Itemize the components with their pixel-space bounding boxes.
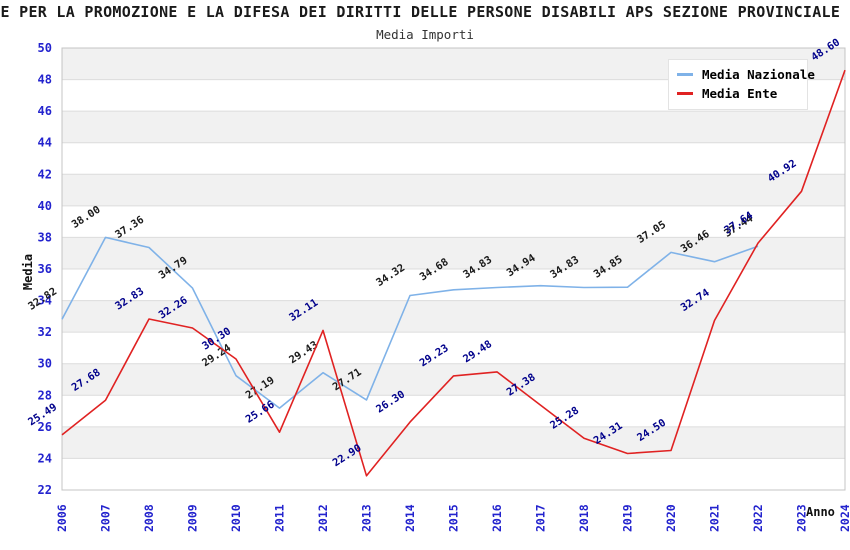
x-tick-label: 2022 [751, 504, 765, 532]
x-tick-label: 2023 [795, 504, 809, 532]
x-tick-label: 2007 [99, 504, 113, 532]
x-tick-label: 2018 [577, 504, 591, 532]
y-tick-label: 24 [38, 451, 52, 465]
x-tick-label: 2014 [403, 504, 417, 532]
y-tick-label: 22 [38, 483, 52, 497]
legend-label-media-ente: Media Ente [702, 86, 778, 101]
y-tick-label: 38 [38, 230, 52, 244]
x-tick-label: 2009 [186, 504, 200, 532]
legend-label-media-nazionale: Media Nazionale [702, 67, 815, 82]
x-tick-label: 2017 [534, 504, 548, 532]
x-tick-label: 2012 [316, 504, 330, 532]
x-tick-label: 2011 [273, 504, 287, 532]
grid-band [62, 174, 845, 206]
x-tick-label: 2020 [664, 504, 678, 532]
x-axis-title: Anno [806, 505, 835, 519]
y-tick-label: 30 [38, 357, 52, 371]
legend-item-media-nazionale: Media Nazionale [677, 65, 815, 84]
y-tick-label: 50 [38, 41, 52, 55]
x-tick-label: 2008 [142, 504, 156, 532]
x-tick-label: 2019 [621, 504, 635, 532]
grid-band [62, 111, 845, 143]
x-tick-label: 2021 [708, 504, 722, 532]
series-line-media-nazionale [61, 236, 759, 409]
legend-swatch-media-nazionale-icon [677, 73, 693, 76]
grid-band [62, 237, 845, 269]
y-tick-label: 48 [38, 73, 52, 87]
y-tick-label: 26 [38, 420, 52, 434]
grid-band [62, 300, 845, 333]
plot-border [61, 47, 846, 491]
data-label: 29.48 [461, 338, 494, 365]
y-tick-label: 34 [38, 294, 52, 308]
x-tick-label: 2015 [447, 504, 461, 532]
y-tick-label: 44 [38, 136, 52, 150]
y-tick-label: 46 [38, 104, 52, 118]
x-tick-label: 2024 [838, 504, 850, 532]
y-tick-label: 28 [38, 388, 52, 402]
data-label: 38.00 [70, 204, 103, 231]
chart-title: ALE PER LA PROMOZIONE E LA DIFESA DEI DI… [0, 3, 850, 21]
series-line-media-ente [61, 69, 846, 477]
x-tick-label: 2013 [360, 504, 374, 532]
y-tick-label: 40 [38, 199, 52, 213]
chart-subtitle: Media Importi [376, 27, 474, 42]
legend: Media Nazionale Media Ente [668, 59, 815, 110]
x-tick-label: 2016 [490, 504, 504, 532]
y-tick-label: 32 [38, 325, 52, 339]
x-tick-label: 2010 [229, 504, 243, 532]
legend-item-media-ente: Media Ente [677, 84, 799, 103]
y-tick-label: 42 [38, 167, 52, 181]
grid-band [62, 426, 845, 459]
legend-swatch-media-ente-icon [677, 92, 693, 95]
y-axis-title: Media [21, 254, 35, 290]
y-tick-label: 36 [38, 262, 52, 276]
data-label: 25.66 [244, 398, 277, 425]
data-label: 29.43 [287, 339, 320, 366]
grid-band [62, 363, 845, 396]
x-tick-label: 2006 [55, 504, 69, 532]
